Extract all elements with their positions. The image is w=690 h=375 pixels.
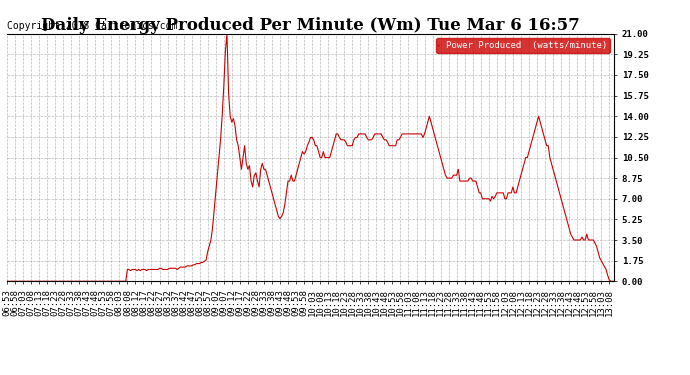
Legend: Power Produced  (watts/minute): Power Produced (watts/minute) [435, 38, 609, 53]
Title: Daily Energy Produced Per Minute (Wm) Tue Mar 6 16:57: Daily Energy Produced Per Minute (Wm) Tu… [41, 16, 580, 34]
Text: Copyright 2018 Cartronics.com: Copyright 2018 Cartronics.com [7, 21, 177, 31]
